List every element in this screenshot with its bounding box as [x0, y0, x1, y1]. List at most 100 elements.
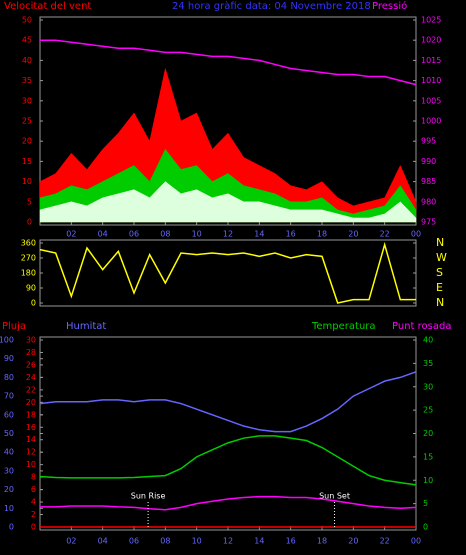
y-tick-label: 28	[26, 348, 36, 357]
y-tick-label: 80	[4, 373, 14, 382]
y-tick-label: 995	[421, 137, 436, 146]
series-label: Humitat	[66, 321, 106, 332]
y-tick-label: 5	[423, 499, 428, 508]
x-tick-label: 22	[380, 230, 390, 239]
pressure-label: Pressió	[372, 0, 407, 12]
y-tick-label: 985	[421, 177, 436, 186]
y-tick-label: 8	[31, 473, 36, 482]
x-tick-label: 22	[380, 537, 390, 546]
y-tick-label: 1025	[421, 16, 441, 25]
y-tick-label: 5	[27, 197, 32, 206]
x-tick-label: 06	[129, 230, 139, 239]
y-tick-label: 20	[22, 137, 32, 146]
x-tick-label: 10	[192, 230, 202, 239]
y-tick-label: 10	[423, 476, 433, 485]
wind-area	[39, 181, 417, 223]
y-tick-label: 20	[4, 485, 14, 494]
y-tick-label: 990	[421, 157, 436, 166]
y-tick-label: 0	[9, 523, 14, 532]
y-tick-label: 70	[4, 392, 14, 401]
annotation: Sun Rise	[131, 492, 166, 501]
y-tick-label: 45	[22, 36, 32, 45]
y-tick-label: 0	[31, 299, 36, 308]
y-tick-label: W	[436, 251, 447, 264]
y-tick-label: 1020	[421, 36, 441, 45]
series-label: Temperatura	[311, 321, 376, 332]
y-tick-label: 30	[22, 96, 32, 105]
y-tick-label: 30	[26, 336, 36, 345]
y-tick-label: 1010	[421, 76, 441, 85]
x-tick-label: 04	[98, 537, 108, 546]
series-line	[39, 241, 416, 304]
y-tick-label: 40	[4, 448, 14, 457]
y-tick-label: 0	[423, 523, 428, 532]
series-label: Punt rosada	[392, 321, 451, 332]
y-tick-label: 90	[26, 284, 36, 293]
x-tick-label: 12	[223, 537, 233, 546]
x-tick-label: 18	[317, 230, 327, 239]
x-tick-label: 18	[317, 537, 327, 546]
y-tick-label: 0	[31, 523, 36, 532]
y-tick-label: 90	[4, 354, 14, 363]
x-tick-label: 16	[286, 230, 296, 239]
y-tick-label: 1005	[421, 96, 441, 105]
y-tick-label: 100	[0, 336, 14, 345]
y-tick-label: 40	[22, 56, 32, 65]
y-tick-label: 4	[31, 498, 36, 507]
y-tick-label: 20	[423, 429, 433, 438]
y-tick-label: 360	[21, 239, 36, 248]
x-tick-label: 16	[286, 537, 296, 546]
y-tick-label: 15	[22, 157, 32, 166]
x-tick-label: 00	[411, 537, 421, 546]
y-tick-label: 24	[26, 373, 36, 382]
y-tick-label: 975	[421, 218, 436, 227]
x-tick-label: 10	[192, 537, 202, 546]
series-line	[39, 371, 417, 433]
y-tick-label: 10	[4, 504, 14, 513]
x-tick-label: 00	[411, 230, 421, 239]
y-tick-label: 980	[421, 197, 436, 206]
y-tick-label: 12	[26, 448, 36, 457]
y-tick-label: 180	[21, 269, 36, 278]
series-line	[40, 495, 417, 511]
y-tick-label: 50	[22, 16, 32, 25]
y-tick-label: 18	[26, 410, 36, 419]
y-tick-label: 15	[423, 452, 433, 461]
y-tick-label: 60	[4, 410, 14, 419]
y-tick-label: 0	[27, 218, 32, 227]
y-tick-label: E	[436, 281, 443, 294]
y-tick-label: 16	[26, 423, 36, 432]
y-tick-label: 30	[4, 466, 14, 475]
series-line	[39, 435, 417, 486]
y-tick-label: 2	[31, 510, 36, 519]
y-tick-label: 40	[423, 336, 433, 345]
y-tick-label: 50	[4, 429, 14, 438]
x-tick-label: 20	[348, 230, 358, 239]
y-tick-label: 10	[26, 460, 36, 469]
x-tick-label: 08	[160, 537, 170, 546]
x-tick-label: 14	[254, 537, 264, 546]
x-tick-label: 02	[66, 537, 76, 546]
y-tick-label: 1015	[421, 56, 441, 65]
y-tick-label: 20	[26, 398, 36, 407]
y-tick-label: 26	[26, 360, 36, 369]
y-tick-label: 1000	[421, 117, 441, 126]
y-tick-label: 25	[22, 117, 32, 126]
series-line	[40, 39, 417, 86]
y-tick-label: S	[436, 266, 443, 279]
x-tick-label: 14	[254, 230, 264, 239]
y-tick-label: 35	[22, 76, 32, 85]
y-tick-label: N	[436, 296, 444, 309]
y-tick-label: 25	[423, 406, 433, 415]
y-tick-label: 30	[423, 382, 433, 391]
x-tick-label: 04	[98, 230, 108, 239]
wind-label: Velocitat del vent	[4, 1, 91, 12]
annotation: Sun Set	[319, 492, 350, 501]
series-label: Pluja	[2, 321, 26, 332]
y-tick-label: 35	[423, 359, 433, 368]
y-tick-label: 10	[22, 177, 32, 186]
x-tick-label: 02	[66, 230, 76, 239]
x-tick-label: 12	[223, 230, 233, 239]
